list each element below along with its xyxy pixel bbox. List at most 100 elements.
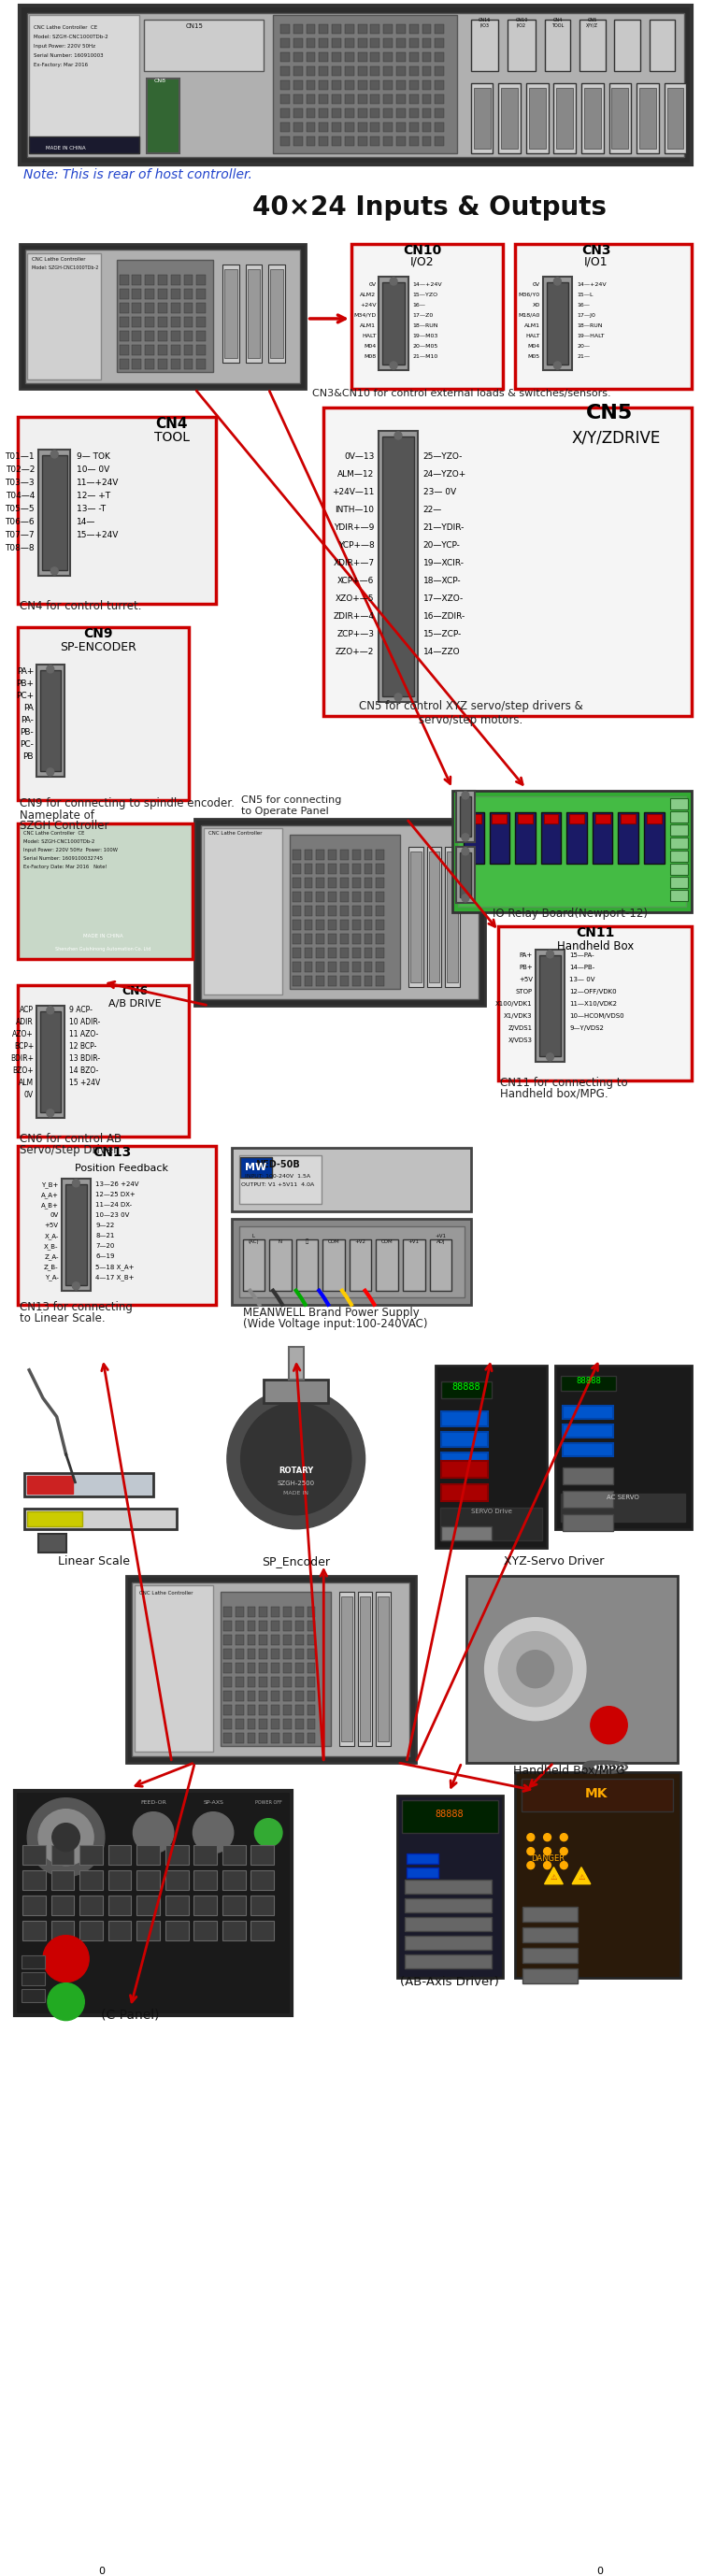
Text: Z_A-: Z_A- xyxy=(44,1252,59,1260)
Bar xyxy=(304,850,313,860)
Bar xyxy=(197,289,206,299)
Text: 5—18 X_A+: 5—18 X_A+ xyxy=(95,1262,134,1270)
Bar xyxy=(224,1718,231,1728)
Bar xyxy=(280,23,290,33)
Bar xyxy=(371,52,380,62)
Bar xyxy=(345,67,354,75)
Text: PB-: PB- xyxy=(20,729,34,737)
Bar xyxy=(132,304,142,314)
Bar xyxy=(409,124,418,131)
Bar xyxy=(376,976,384,987)
Text: POWER OFF: POWER OFF xyxy=(255,1801,282,1806)
Bar xyxy=(669,876,688,889)
Bar xyxy=(422,95,431,103)
Bar xyxy=(364,976,372,987)
Text: to Linear Scale.: to Linear Scale. xyxy=(20,1311,106,1324)
Bar xyxy=(158,317,167,327)
Bar xyxy=(222,1870,245,1891)
Bar xyxy=(322,1239,345,1291)
Bar xyxy=(422,137,431,147)
Text: HALT: HALT xyxy=(526,335,540,337)
Bar xyxy=(543,814,558,824)
Bar xyxy=(592,811,613,863)
Bar xyxy=(247,1677,256,1687)
Bar xyxy=(269,1239,292,1291)
Bar xyxy=(306,137,315,147)
Bar xyxy=(541,811,561,863)
Bar xyxy=(649,21,675,72)
Bar xyxy=(292,933,301,943)
Text: MADE IN CHINA: MADE IN CHINA xyxy=(46,147,86,149)
Text: 15—PA-: 15—PA- xyxy=(569,953,594,958)
Text: 13— 0V: 13— 0V xyxy=(569,976,595,981)
Bar xyxy=(18,626,189,801)
Bar xyxy=(222,1896,245,1914)
Bar xyxy=(295,1734,304,1744)
Bar xyxy=(669,837,688,848)
Text: 14—: 14— xyxy=(77,518,96,526)
Bar xyxy=(51,1896,74,1914)
Circle shape xyxy=(50,567,58,574)
Bar xyxy=(36,1005,64,1118)
Bar xyxy=(332,23,341,33)
Text: CN5: CN5 xyxy=(585,404,632,422)
Text: 19—M03: 19—M03 xyxy=(413,335,439,337)
Text: 11 AZO-: 11 AZO- xyxy=(69,1030,98,1038)
Text: M18/A0: M18/A0 xyxy=(518,314,540,317)
Bar xyxy=(383,108,393,118)
Bar xyxy=(171,358,180,368)
Bar xyxy=(293,39,302,49)
Bar xyxy=(295,1607,304,1618)
Text: Z/VDS1: Z/VDS1 xyxy=(508,1025,533,1030)
Text: 19—HALT: 19—HALT xyxy=(577,335,604,337)
Text: Shenzhen Guishinong Automation Co. Ltd: Shenzhen Guishinong Automation Co. Ltd xyxy=(55,948,151,951)
Bar xyxy=(522,1947,578,1963)
Text: 15—L: 15—L xyxy=(577,294,593,296)
Text: 9—22: 9—22 xyxy=(95,1224,114,1229)
Bar xyxy=(221,1592,331,1747)
Text: 10 ADIR-: 10 ADIR- xyxy=(69,1018,100,1025)
Bar xyxy=(340,891,348,902)
Text: MEANWELL Brand Power Supply: MEANWELL Brand Power Supply xyxy=(243,1306,419,1319)
Circle shape xyxy=(462,894,469,902)
Circle shape xyxy=(527,1862,534,1870)
Text: 0V: 0V xyxy=(25,1090,34,1100)
Bar xyxy=(316,948,325,958)
Bar xyxy=(383,67,393,75)
Circle shape xyxy=(554,361,561,368)
Bar xyxy=(612,88,628,149)
Bar xyxy=(352,920,360,930)
Bar xyxy=(224,1705,231,1716)
Text: M05: M05 xyxy=(528,353,540,358)
Text: 14—PB-: 14—PB- xyxy=(569,963,595,971)
Text: CNC Lathe Controller  CE: CNC Lathe Controller CE xyxy=(24,832,85,835)
Bar xyxy=(352,948,360,958)
Text: 19—XCIR-: 19—XCIR- xyxy=(423,559,464,567)
Bar xyxy=(364,961,372,971)
Bar xyxy=(345,80,354,90)
Text: Y_B+: Y_B+ xyxy=(41,1182,59,1188)
Bar xyxy=(316,961,325,971)
Text: 11—+24V: 11—+24V xyxy=(77,479,119,487)
Bar xyxy=(371,39,380,49)
Bar xyxy=(292,863,301,873)
Bar xyxy=(644,811,664,863)
Bar xyxy=(80,1844,103,1865)
Bar xyxy=(352,850,360,860)
Text: AZO+: AZO+ xyxy=(13,1030,34,1038)
Text: 14—+24V: 14—+24V xyxy=(577,283,606,286)
Bar xyxy=(345,108,354,118)
Bar xyxy=(407,1868,439,1878)
Text: SZGH-2500: SZGH-2500 xyxy=(278,1481,315,1486)
Bar xyxy=(306,108,315,118)
Circle shape xyxy=(50,451,58,459)
Bar xyxy=(379,430,418,701)
Bar xyxy=(247,1636,256,1646)
Bar xyxy=(404,1917,492,1932)
Text: PB+: PB+ xyxy=(519,963,533,971)
Bar xyxy=(247,1705,256,1716)
Bar xyxy=(171,345,180,355)
Bar xyxy=(383,435,414,696)
Text: ZCP+—3: ZCP+—3 xyxy=(337,631,374,639)
Bar xyxy=(296,1239,318,1291)
